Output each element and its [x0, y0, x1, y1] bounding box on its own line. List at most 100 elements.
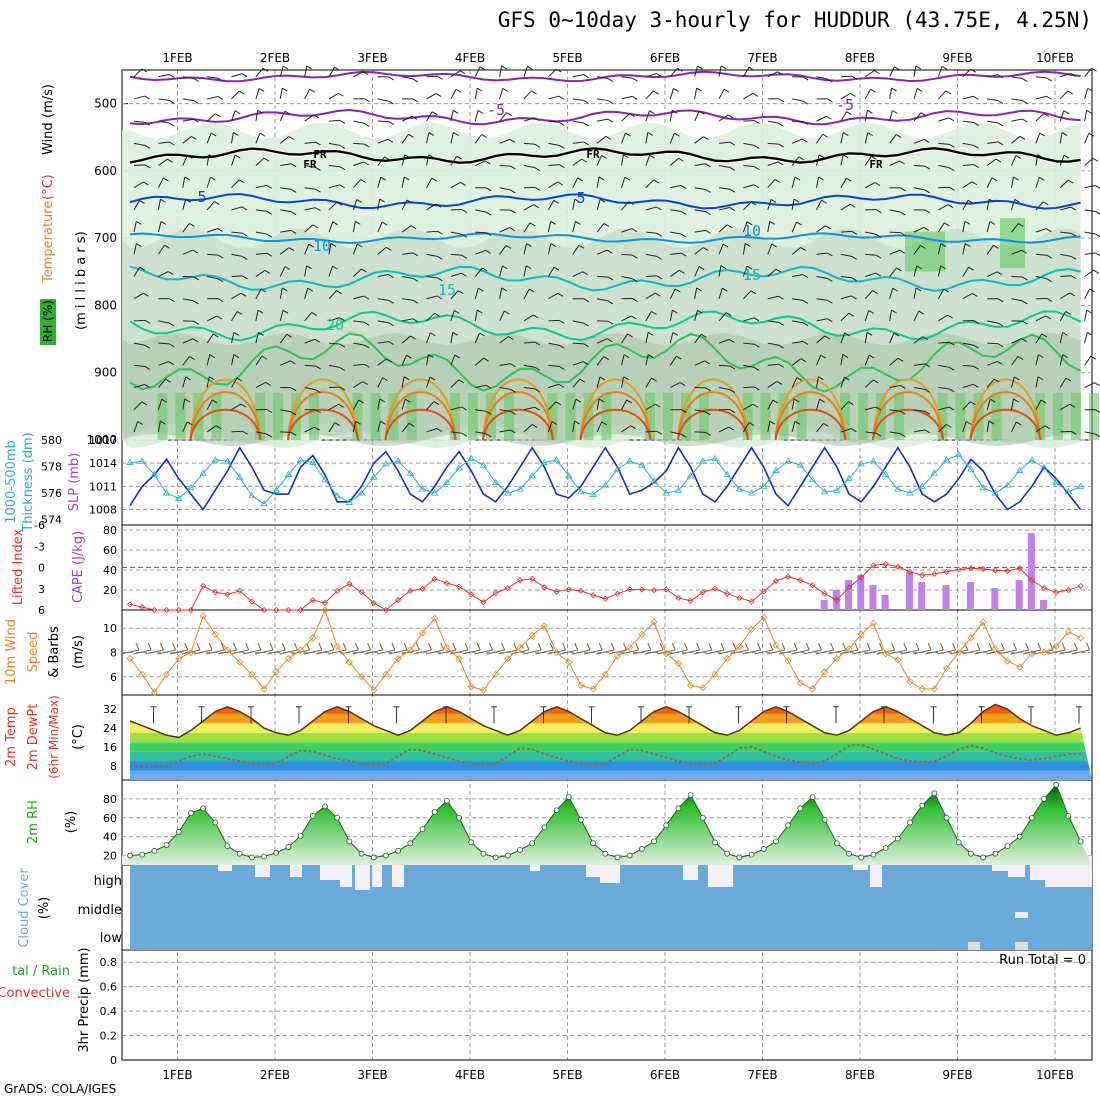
wind-barb	[548, 401, 557, 411]
wind-barb	[133, 95, 145, 100]
wind-barb	[168, 361, 174, 366]
wind-barb	[937, 265, 942, 277]
wind-barb	[401, 115, 413, 122]
wind-barb	[725, 312, 732, 316]
wind-barb	[572, 120, 584, 124]
wind-barb	[1022, 78, 1028, 82]
wind-barb	[1011, 135, 1021, 144]
wind-barb	[819, 398, 825, 403]
wind-barb	[632, 278, 638, 283]
wind-barb	[354, 642, 359, 651]
wind-barb	[459, 70, 466, 75]
wind-barb	[703, 136, 709, 141]
rh-point	[151, 847, 158, 854]
wind-barb	[1035, 253, 1047, 256]
wind-barb	[961, 649, 981, 655]
wind-barb	[720, 65, 727, 70]
wind-barb	[803, 649, 822, 655]
wind-barb	[314, 338, 321, 343]
wind-barb	[864, 354, 870, 366]
wind-barb	[231, 231, 243, 234]
wind-barb	[353, 161, 364, 167]
thickness-point	[625, 457, 634, 464]
lifted-index-tick: -3	[34, 540, 45, 553]
rh-point	[955, 839, 962, 846]
wind-barb	[1084, 269, 1094, 277]
lifted-index-point	[492, 589, 499, 597]
wind-barb	[899, 249, 906, 254]
wind-barb	[924, 410, 931, 415]
wind-barb	[353, 120, 365, 124]
wind-barb	[645, 275, 657, 278]
wind-barb	[802, 76, 809, 81]
wind-barb	[670, 231, 682, 235]
wind-barb	[452, 331, 459, 336]
wind-barb	[377, 199, 381, 211]
rh-high-spot	[699, 392, 709, 440]
wind-barb	[623, 154, 629, 159]
thickness-point	[357, 489, 366, 496]
wind-barb	[718, 224, 728, 233]
wind-barb	[1038, 354, 1044, 359]
wind-barb	[572, 421, 576, 433]
wind-barb	[964, 220, 971, 225]
wind-barb	[355, 420, 361, 425]
temperature-contour	[129, 70, 1081, 83]
wind-barb	[793, 642, 798, 651]
wind-barb	[258, 87, 265, 92]
wind-barb	[778, 122, 784, 127]
wind-barb	[479, 66, 486, 71]
wind-barb	[656, 206, 662, 211]
wind-barb	[675, 288, 681, 293]
cloud-gap	[340, 865, 352, 887]
wind-barb	[973, 320, 979, 324]
wind-barb	[304, 312, 313, 322]
wind-barb	[450, 70, 461, 78]
wind-barb	[645, 132, 649, 144]
wind-barb	[865, 406, 877, 411]
wind-barb	[720, 642, 725, 651]
cloud-gap	[968, 942, 980, 950]
temperature-contour	[129, 232, 1081, 245]
wind-barb	[339, 386, 346, 391]
wind-barb	[220, 642, 225, 651]
wind-barb	[596, 338, 608, 344]
rh-point	[139, 851, 146, 858]
wind-barb	[1065, 377, 1072, 382]
temperature-contour	[129, 265, 1081, 292]
wind-barb	[986, 221, 991, 233]
wind-barb	[645, 377, 652, 388]
wind-barb	[477, 110, 484, 114]
wind-barb	[865, 272, 876, 278]
wind-barb	[169, 298, 175, 303]
wind-barb	[647, 642, 652, 651]
wind-barb	[133, 649, 152, 655]
wind-barb	[193, 78, 199, 82]
wind-barb	[827, 318, 833, 323]
temperature-contour	[872, 408, 944, 441]
wind-barb	[718, 207, 730, 211]
wind-barb	[1025, 642, 1030, 651]
wind-barb	[962, 421, 967, 433]
chart-title: GFS 0~10day 3-hourly for HUDDUR (43.75E,…	[497, 8, 1092, 32]
wind-barb	[1044, 425, 1051, 430]
wind-barb	[426, 354, 429, 366]
wind-barb	[426, 93, 437, 100]
wind-barb	[767, 268, 777, 277]
wind-barb	[621, 177, 626, 188]
wind-barb	[973, 344, 979, 349]
wind-barb	[193, 300, 199, 305]
cloud-gap	[255, 865, 270, 877]
temperature-contour	[384, 391, 457, 441]
wind-barb	[827, 78, 833, 83]
temperature-contour	[482, 378, 554, 441]
wind-barb	[328, 422, 336, 433]
wind-barb	[816, 76, 828, 80]
wind-barb	[315, 365, 321, 370]
wind-barb	[791, 377, 798, 388]
wind-barb	[510, 410, 516, 415]
wind-barb	[1040, 399, 1047, 404]
wind-barb	[913, 65, 917, 77]
date-label-top: 9FEB	[942, 51, 972, 65]
wind-barb	[645, 90, 654, 100]
